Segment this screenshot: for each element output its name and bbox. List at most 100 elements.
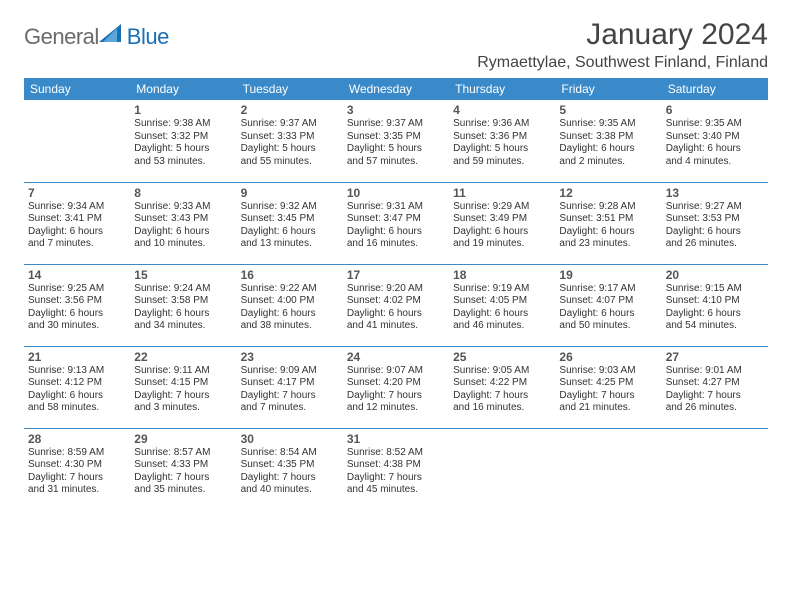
day-number: 18 <box>453 268 551 282</box>
sunrise-line: Sunrise: 9:34 AM <box>28 201 126 214</box>
daylight-line: and 35 minutes. <box>134 484 232 497</box>
location-subtitle: Rymaettylae, Southwest Finland, Finland <box>477 54 768 72</box>
sunrise-line: Sunrise: 9:35 AM <box>666 118 764 131</box>
daylight-line: Daylight: 6 hours <box>453 226 551 239</box>
sunrise-line: Sunrise: 8:59 AM <box>28 447 126 460</box>
sunrise-line: Sunrise: 8:54 AM <box>241 447 339 460</box>
calendar-day-cell: 14Sunrise: 9:25 AMSunset: 3:56 PMDayligh… <box>24 264 130 346</box>
sunset-line: Sunset: 4:15 PM <box>134 377 232 390</box>
sunset-line: Sunset: 4:02 PM <box>347 295 445 308</box>
daylight-line: and 57 minutes. <box>347 156 445 169</box>
month-title: January 2024 <box>477 18 768 52</box>
calendar-week-row: 14Sunrise: 9:25 AMSunset: 3:56 PMDayligh… <box>24 264 768 346</box>
calendar-day-cell <box>24 100 130 182</box>
daylight-line: Daylight: 6 hours <box>241 308 339 321</box>
day-number: 17 <box>347 268 445 282</box>
daylight-line: and 58 minutes. <box>28 402 126 415</box>
day-number: 20 <box>666 268 764 282</box>
daylight-line: Daylight: 6 hours <box>28 226 126 239</box>
daylight-line: Daylight: 6 hours <box>453 308 551 321</box>
day-number: 28 <box>28 432 126 446</box>
daylight-line: Daylight: 6 hours <box>347 226 445 239</box>
day-number: 12 <box>559 186 657 200</box>
daylight-line: and 13 minutes. <box>241 238 339 251</box>
daylight-line: Daylight: 6 hours <box>134 226 232 239</box>
weekday-header: Wednesday <box>343 78 449 100</box>
calendar-day-cell: 3Sunrise: 9:37 AMSunset: 3:35 PMDaylight… <box>343 100 449 182</box>
daylight-line: Daylight: 5 hours <box>347 143 445 156</box>
sunrise-line: Sunrise: 8:57 AM <box>134 447 232 460</box>
logo: General Blue <box>24 18 169 50</box>
calendar-day-cell: 15Sunrise: 9:24 AMSunset: 3:58 PMDayligh… <box>130 264 236 346</box>
sunset-line: Sunset: 3:51 PM <box>559 213 657 226</box>
sunrise-line: Sunrise: 9:37 AM <box>241 118 339 131</box>
sunrise-line: Sunrise: 9:33 AM <box>134 201 232 214</box>
daylight-line: and 23 minutes. <box>559 238 657 251</box>
day-number: 23 <box>241 350 339 364</box>
daylight-line: Daylight: 5 hours <box>241 143 339 156</box>
daylight-line: Daylight: 7 hours <box>241 472 339 485</box>
daylight-line: Daylight: 6 hours <box>666 226 764 239</box>
day-number: 16 <box>241 268 339 282</box>
sunset-line: Sunset: 4:22 PM <box>453 377 551 390</box>
sunset-line: Sunset: 3:41 PM <box>28 213 126 226</box>
calendar-day-cell: 10Sunrise: 9:31 AMSunset: 3:47 PMDayligh… <box>343 182 449 264</box>
calendar-day-cell: 25Sunrise: 9:05 AMSunset: 4:22 PMDayligh… <box>449 346 555 428</box>
daylight-line: and 46 minutes. <box>453 320 551 333</box>
day-number: 29 <box>134 432 232 446</box>
calendar-week-row: 21Sunrise: 9:13 AMSunset: 4:12 PMDayligh… <box>24 346 768 428</box>
day-number: 8 <box>134 186 232 200</box>
sunset-line: Sunset: 4:20 PM <box>347 377 445 390</box>
calendar-body: 1Sunrise: 9:38 AMSunset: 3:32 PMDaylight… <box>24 100 768 510</box>
weekday-header: Friday <box>555 78 661 100</box>
calendar-day-cell: 24Sunrise: 9:07 AMSunset: 4:20 PMDayligh… <box>343 346 449 428</box>
sunset-line: Sunset: 3:43 PM <box>134 213 232 226</box>
sunrise-line: Sunrise: 9:07 AM <box>347 365 445 378</box>
sunrise-line: Sunrise: 9:09 AM <box>241 365 339 378</box>
sunset-line: Sunset: 3:33 PM <box>241 131 339 144</box>
weekday-header: Monday <box>130 78 236 100</box>
daylight-line: Daylight: 6 hours <box>559 143 657 156</box>
sunset-line: Sunset: 4:12 PM <box>28 377 126 390</box>
daylight-line: Daylight: 6 hours <box>666 143 764 156</box>
sunset-line: Sunset: 4:30 PM <box>28 459 126 472</box>
day-number: 27 <box>666 350 764 364</box>
daylight-line: Daylight: 6 hours <box>559 226 657 239</box>
daylight-line: Daylight: 6 hours <box>559 308 657 321</box>
daylight-line: and 59 minutes. <box>453 156 551 169</box>
daylight-line: Daylight: 5 hours <box>453 143 551 156</box>
calendar-day-cell: 19Sunrise: 9:17 AMSunset: 4:07 PMDayligh… <box>555 264 661 346</box>
calendar-day-cell: 20Sunrise: 9:15 AMSunset: 4:10 PMDayligh… <box>662 264 768 346</box>
calendar-day-cell: 31Sunrise: 8:52 AMSunset: 4:38 PMDayligh… <box>343 428 449 510</box>
sunset-line: Sunset: 4:27 PM <box>666 377 764 390</box>
day-number: 13 <box>666 186 764 200</box>
daylight-line: Daylight: 7 hours <box>453 390 551 403</box>
sunset-line: Sunset: 4:17 PM <box>241 377 339 390</box>
day-number: 10 <box>347 186 445 200</box>
weekday-header: Tuesday <box>237 78 343 100</box>
day-number: 30 <box>241 432 339 446</box>
sunset-line: Sunset: 3:35 PM <box>347 131 445 144</box>
sunrise-line: Sunrise: 9:27 AM <box>666 201 764 214</box>
sunrise-line: Sunrise: 9:15 AM <box>666 283 764 296</box>
daylight-line: and 16 minutes. <box>347 238 445 251</box>
sunrise-line: Sunrise: 9:01 AM <box>666 365 764 378</box>
day-number: 7 <box>28 186 126 200</box>
sunrise-line: Sunrise: 9:03 AM <box>559 365 657 378</box>
sunrise-line: Sunrise: 9:22 AM <box>241 283 339 296</box>
day-number: 25 <box>453 350 551 364</box>
sunrise-line: Sunrise: 9:11 AM <box>134 365 232 378</box>
daylight-line: Daylight: 7 hours <box>241 390 339 403</box>
sunrise-line: Sunrise: 9:28 AM <box>559 201 657 214</box>
calendar-day-cell <box>662 428 768 510</box>
sunrise-line: Sunrise: 9:24 AM <box>134 283 232 296</box>
daylight-line: Daylight: 7 hours <box>134 472 232 485</box>
calendar-day-cell: 26Sunrise: 9:03 AMSunset: 4:25 PMDayligh… <box>555 346 661 428</box>
daylight-line: Daylight: 7 hours <box>347 390 445 403</box>
day-number: 5 <box>559 103 657 117</box>
calendar-day-cell: 28Sunrise: 8:59 AMSunset: 4:30 PMDayligh… <box>24 428 130 510</box>
daylight-line: and 16 minutes. <box>453 402 551 415</box>
daylight-line: and 4 minutes. <box>666 156 764 169</box>
sunrise-line: Sunrise: 9:36 AM <box>453 118 551 131</box>
sunset-line: Sunset: 3:36 PM <box>453 131 551 144</box>
